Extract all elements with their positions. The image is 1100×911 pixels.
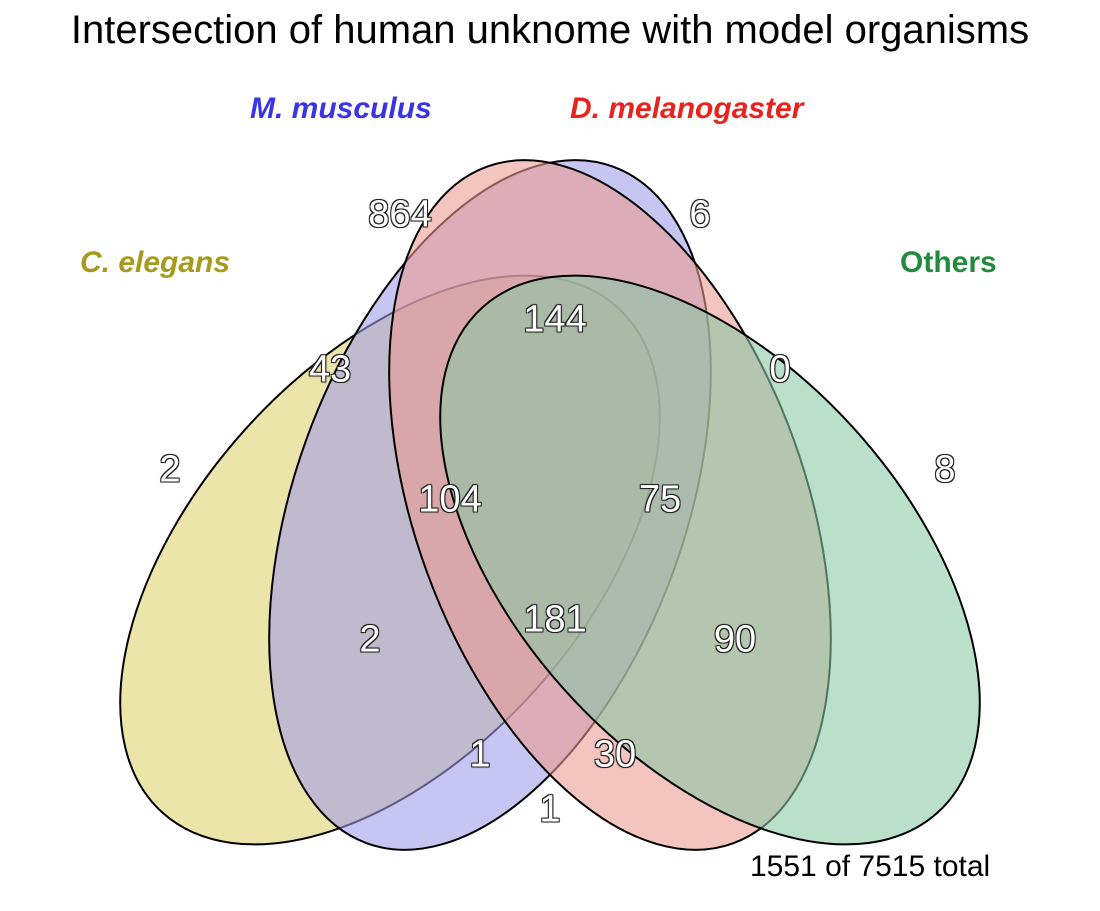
footer-text: 1551 of 7515 total (750, 850, 990, 884)
label-d: Others (900, 246, 997, 280)
region-cd: 0 (769, 349, 790, 392)
region-c: 6 (689, 194, 710, 237)
region-abc: 104 (418, 479, 481, 522)
region-ab: 43 (309, 349, 351, 392)
region-b: 864 (368, 194, 431, 237)
region-abd: 30 (594, 734, 636, 777)
region-a: 2 (159, 449, 180, 492)
region-bc: 144 (523, 299, 586, 342)
label-b: M. musculus (250, 92, 432, 126)
region-bcd: 75 (639, 479, 681, 522)
region-acd: 1 (469, 734, 490, 777)
region-ad: 1 (539, 789, 560, 832)
region-abcd: 181 (523, 599, 586, 642)
label-c: D. melanogaster (570, 92, 803, 126)
region-ac: 2 (359, 619, 380, 662)
label-a: C. elegans (80, 246, 230, 280)
region-bd: 90 (714, 619, 756, 662)
region-d: 8 (934, 449, 955, 492)
